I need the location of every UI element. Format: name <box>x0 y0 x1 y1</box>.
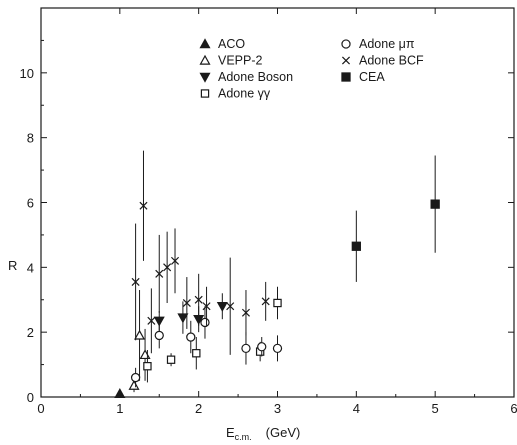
series-adone-bcf <box>131 150 270 355</box>
legend-item-label: Adone μπ <box>359 37 415 51</box>
marker-adone-mu-pi <box>272 343 283 354</box>
marker-adone-gamma-gamma <box>166 355 176 364</box>
marker-adone-bcf <box>147 316 156 325</box>
y-tick-label: 6 <box>27 196 34 211</box>
marker-adone-gamma-gamma <box>192 349 201 358</box>
marker-adone-bcf <box>163 263 172 272</box>
marker-adone-boson <box>199 72 211 83</box>
marker-adone-bcf <box>241 308 250 317</box>
marker-vepp2 <box>199 54 211 65</box>
series-cea <box>351 155 440 282</box>
y-axis-label: R <box>8 258 17 273</box>
marker-vepp2 <box>139 349 151 360</box>
x-axis-label-main: E <box>226 425 235 440</box>
legend-item-label: ACO <box>218 37 245 51</box>
legend-item-label: CEA <box>359 70 385 84</box>
x-tick-label: 2 <box>195 401 202 416</box>
marker-adone-mu-pi <box>257 342 267 352</box>
x-tick-label: 3 <box>274 401 281 416</box>
marker-vepp2 <box>134 329 146 340</box>
marker-adone-mu-pi <box>186 332 196 342</box>
axis-ticks: 0 1 2 3 4 5 6 0 2 4 6 8 10 <box>20 8 517 416</box>
y-tick-label: 8 <box>27 131 34 146</box>
marker-adone-gamma-gamma <box>143 362 152 371</box>
x-tick-label: 5 <box>432 401 439 416</box>
marker-adone-bcf <box>261 297 270 306</box>
legend-item-label: Adone BCF <box>359 54 424 68</box>
marker-adone-mu-pi <box>241 343 251 354</box>
y-tick-label: 10 <box>20 66 34 81</box>
marker-adone-bcf <box>194 295 203 304</box>
marker-vepp2 <box>128 379 140 390</box>
marker-adone-mu-pi <box>130 372 141 383</box>
marker-adone-bcf <box>155 269 164 278</box>
marker-adone-mu-pi <box>341 39 351 49</box>
x-axis-label-unit: (GeV) <box>266 425 301 440</box>
legend: ACO VEPP-2 Adone Boson Adone γγ Adone μπ Adon… <box>199 37 424 101</box>
marker-adone-boson <box>177 313 189 324</box>
series-adone- <box>130 306 283 388</box>
series-vepp-2 <box>128 290 151 393</box>
marker-adone-bcf <box>131 277 140 286</box>
marker-adone-gamma-gamma <box>200 89 210 98</box>
marker-cea <box>351 241 361 251</box>
marker-adone-boson <box>216 302 228 312</box>
series-aco <box>114 388 126 398</box>
marker-cea <box>341 72 351 82</box>
y-tick-label: 0 <box>27 390 34 405</box>
marker-adone-bcf <box>170 256 180 265</box>
marker-adone-bcf <box>226 302 235 311</box>
marker-adone-bcf <box>202 302 211 311</box>
marker-adone-mu-pi <box>154 330 164 341</box>
marker-adone-gamma-gamma <box>273 298 282 308</box>
series-adone- <box>143 286 282 383</box>
legend-item-label: Adone Boson <box>218 70 293 84</box>
marker-aco <box>114 388 126 398</box>
x-tick-label: 1 <box>116 401 123 416</box>
x-tick-label: 4 <box>353 401 360 416</box>
marker-adone-bcf <box>182 298 191 308</box>
legend-item-label: VEPP-2 <box>218 54 263 68</box>
x-axis-label-sub: c.m. <box>235 432 252 442</box>
y-tick-label: 2 <box>27 325 34 340</box>
legend-item-label: Adone γγ <box>218 87 271 101</box>
marker-aco <box>199 38 211 49</box>
marker-adone-boson <box>153 316 165 327</box>
y-tick-label: 4 <box>27 260 34 275</box>
x-axis-label: Ec.m. (GeV) <box>226 425 300 442</box>
marker-adone-bcf <box>139 201 148 210</box>
x-tick-label: 0 <box>37 401 44 416</box>
axis-labels: R Ec.m. (GeV) <box>8 258 300 442</box>
marker-cea <box>430 199 440 209</box>
x-tick-label: 6 <box>510 401 517 416</box>
data-marks <box>114 150 440 398</box>
marker-adone-mu-pi <box>200 317 210 328</box>
marker-adone-bcf <box>341 56 351 65</box>
